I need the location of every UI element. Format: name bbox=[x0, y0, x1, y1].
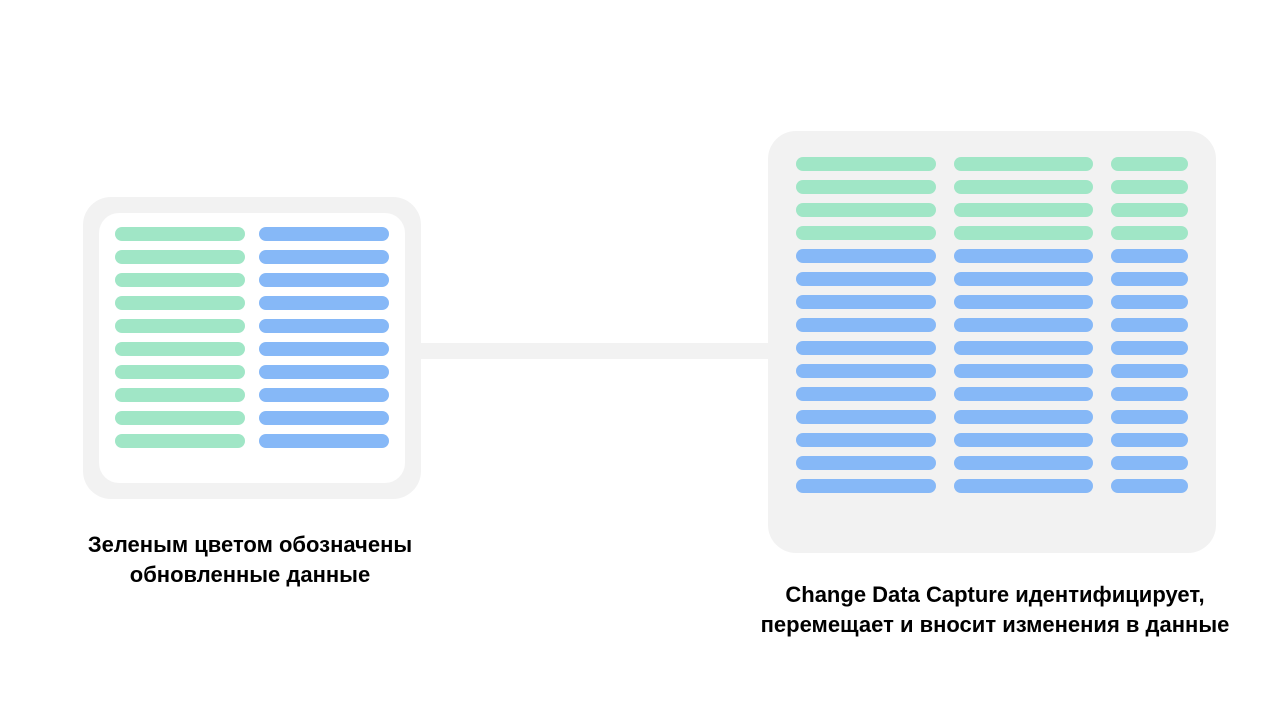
data-bar bbox=[259, 319, 389, 333]
data-bar bbox=[796, 180, 936, 194]
right-data-panel bbox=[768, 131, 1216, 553]
data-bar bbox=[115, 434, 245, 448]
data-bar bbox=[1111, 341, 1188, 355]
data-bar bbox=[1111, 456, 1188, 470]
data-bar bbox=[115, 250, 245, 264]
data-bar bbox=[954, 318, 1094, 332]
data-bar bbox=[115, 273, 245, 287]
data-bar bbox=[954, 341, 1094, 355]
data-bar bbox=[1111, 433, 1188, 447]
data-bar bbox=[796, 318, 936, 332]
data-bar bbox=[259, 250, 389, 264]
data-bar bbox=[115, 411, 245, 425]
data-bar bbox=[115, 388, 245, 402]
data-bar bbox=[954, 456, 1094, 470]
data-bar bbox=[115, 227, 245, 241]
data-bar bbox=[796, 203, 936, 217]
data-bar bbox=[1111, 387, 1188, 401]
data-bar bbox=[796, 456, 936, 470]
data-bar bbox=[1111, 410, 1188, 424]
data-bar bbox=[954, 226, 1094, 240]
data-bar bbox=[954, 249, 1094, 263]
data-bar bbox=[954, 272, 1094, 286]
data-bar bbox=[259, 434, 389, 448]
data-bar bbox=[1111, 272, 1188, 286]
data-bar bbox=[954, 387, 1094, 401]
data-column bbox=[1111, 157, 1188, 527]
data-bar bbox=[954, 433, 1094, 447]
left-caption: Зеленым цветом обозначены обновленные да… bbox=[60, 530, 440, 589]
data-bar bbox=[1111, 180, 1188, 194]
data-bar bbox=[796, 226, 936, 240]
data-bar bbox=[1111, 318, 1188, 332]
data-bar bbox=[259, 227, 389, 241]
data-bar bbox=[115, 319, 245, 333]
connector-line bbox=[410, 343, 780, 359]
data-bar bbox=[259, 342, 389, 356]
data-bar bbox=[1111, 295, 1188, 309]
data-bar bbox=[1111, 203, 1188, 217]
data-bar bbox=[796, 249, 936, 263]
data-bar bbox=[259, 365, 389, 379]
data-column bbox=[259, 227, 389, 469]
data-bar bbox=[1111, 226, 1188, 240]
data-bar bbox=[954, 364, 1094, 378]
data-bar bbox=[796, 410, 936, 424]
data-bar bbox=[1111, 479, 1188, 493]
data-column bbox=[954, 157, 1094, 527]
data-bar bbox=[259, 411, 389, 425]
data-bar bbox=[259, 388, 389, 402]
data-bar bbox=[115, 342, 245, 356]
data-bar bbox=[954, 410, 1094, 424]
data-bar bbox=[796, 341, 936, 355]
data-bar bbox=[954, 479, 1094, 493]
data-bar bbox=[1111, 157, 1188, 171]
data-bar bbox=[115, 365, 245, 379]
data-bar bbox=[796, 387, 936, 401]
data-column bbox=[796, 157, 936, 527]
data-bar bbox=[796, 272, 936, 286]
data-bar bbox=[259, 296, 389, 310]
data-bar bbox=[954, 157, 1094, 171]
data-bar bbox=[796, 479, 936, 493]
data-bar bbox=[115, 296, 245, 310]
data-bar bbox=[1111, 364, 1188, 378]
data-bar bbox=[954, 295, 1094, 309]
left-panel-inner bbox=[99, 213, 405, 483]
data-bar bbox=[796, 364, 936, 378]
data-bar bbox=[796, 295, 936, 309]
right-caption: Change Data Capture идентифицирует, пере… bbox=[750, 580, 1240, 639]
data-column bbox=[115, 227, 245, 469]
data-bar bbox=[796, 433, 936, 447]
left-data-panel bbox=[83, 197, 421, 499]
data-bar bbox=[796, 157, 936, 171]
data-bar bbox=[954, 203, 1094, 217]
data-bar bbox=[1111, 249, 1188, 263]
data-bar bbox=[954, 180, 1094, 194]
data-bar bbox=[259, 273, 389, 287]
